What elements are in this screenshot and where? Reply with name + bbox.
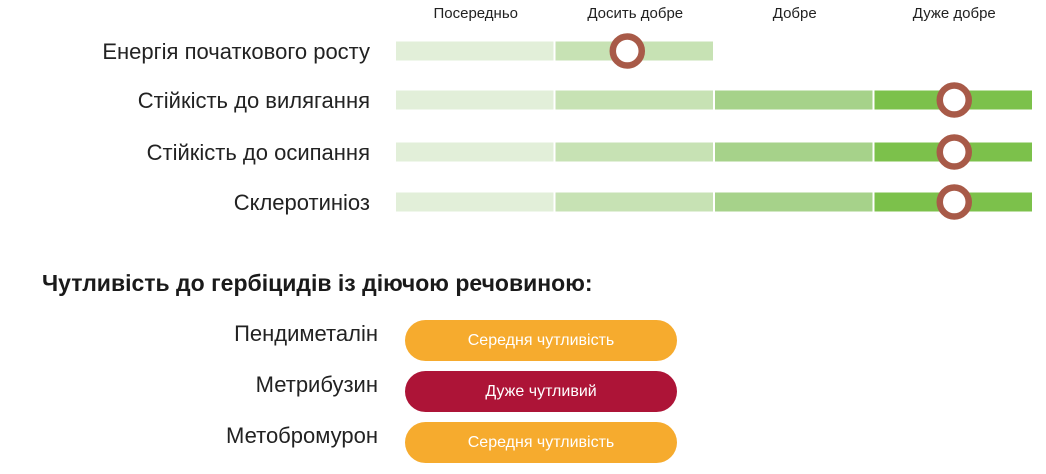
- rating-marker: [609, 33, 646, 69]
- trait-label: Енергія початкового росту: [102, 39, 370, 64]
- herbicide-row: Пендиметалін Середня чутливість: [0, 320, 1046, 371]
- rating-bar-segment: [396, 192, 554, 212]
- sensitivity-badge: Середня чутливість: [405, 422, 677, 463]
- herbicide-sensitivity-title: Чутливість до гербіцидів із діючою речов…: [42, 270, 593, 296]
- herbicide-name: Метобромурон: [226, 423, 378, 448]
- herbicide-name: Метрибузин: [255, 372, 378, 397]
- sensitivity-badge: Дуже чутливий: [405, 371, 677, 412]
- herbicide-row: Метрибузин Дуже чутливий: [0, 371, 1046, 422]
- rating-bar-segment: [396, 90, 554, 110]
- rating-chart: Посередньо Досить добре Добре Дуже добре Ене…: [102, 5, 1032, 220]
- rating-bar-segment: [555, 142, 713, 162]
- level-header: Добре: [773, 5, 817, 22]
- herbicide-name: Пендиметалін: [234, 321, 378, 346]
- level-header: Посередньо: [433, 5, 518, 22]
- sensitivity-badge: Середня чутливість: [405, 320, 677, 361]
- rating-bar-segment: [715, 142, 873, 162]
- rating-bar-segment: [396, 41, 554, 61]
- rating-bar-segment: [555, 90, 713, 110]
- rating-bar-segment: [715, 192, 873, 212]
- herbicide-list: Пендиметалін Середня чутливість Метрибуз…: [0, 320, 1046, 473]
- rating-marker: [936, 134, 972, 170]
- rating-bar-segment: [555, 192, 713, 212]
- trait-label: Стійкість до вилягання: [138, 88, 370, 113]
- level-header: Дуже добре: [913, 5, 996, 22]
- rating-marker: [936, 82, 972, 118]
- rating-bar-segment: [715, 90, 873, 110]
- trait-label: Склеротиніоз: [234, 190, 370, 215]
- rating-bar-segment: [396, 142, 554, 162]
- trait-label: Стійкість до осипання: [147, 140, 370, 165]
- herbicide-row: Метобромурон Середня чутливість: [0, 422, 1046, 473]
- rating-marker: [936, 184, 972, 220]
- level-header: Досить добре: [587, 5, 683, 22]
